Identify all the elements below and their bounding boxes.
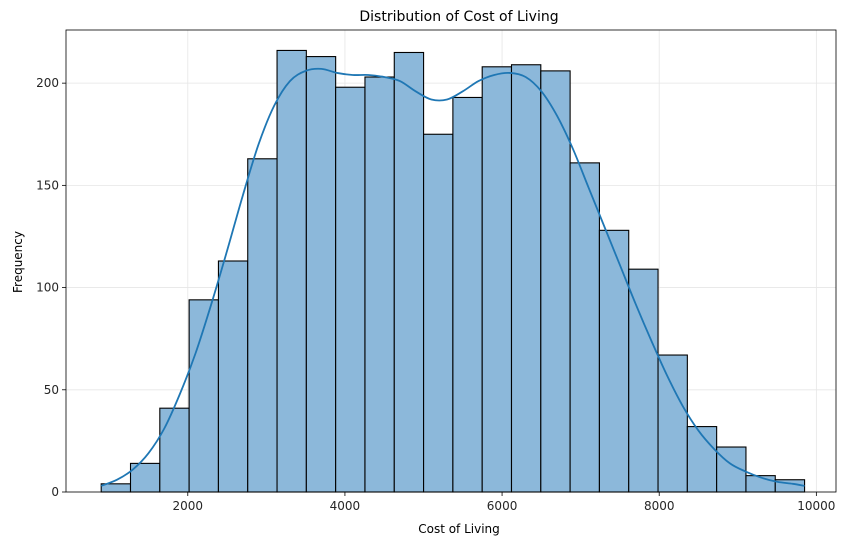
histogram-bar: [510, 64, 542, 493]
histogram-bar: [569, 162, 600, 493]
x-tick-label: 10000: [797, 499, 835, 513]
histogram-bar: [217, 260, 249, 493]
chart-title: Distribution of Cost of Living: [359, 9, 558, 25]
y-axis-label: Frequency: [11, 231, 25, 293]
y-tick-label: 200: [36, 76, 59, 90]
y-tick-label: 50: [44, 383, 59, 397]
x-tick-label: 6000: [487, 499, 518, 513]
histogram-bar: [393, 51, 425, 493]
kde-curve: [100, 67, 805, 487]
histogram-bar: [481, 66, 513, 493]
x-tick-label: 4000: [330, 499, 361, 513]
histogram-bar: [276, 49, 307, 493]
histogram-bar: [335, 86, 366, 493]
histogram-bar: [159, 407, 190, 493]
plot-frame: [65, 29, 837, 493]
histogram-bar: [628, 268, 659, 493]
histogram-bar: [423, 133, 454, 493]
y-tick-label: 150: [36, 178, 59, 192]
kde-curve-group: [100, 67, 805, 487]
histogram-bar: [657, 354, 688, 493]
histogram-bar: [247, 158, 278, 493]
x-axis-ticks: 2000 4000 6000 8000 10000: [173, 492, 835, 513]
histogram-bar: [452, 96, 483, 493]
histogram-bar: [598, 229, 630, 493]
y-tick-label: 100: [36, 281, 59, 295]
histogram-bar: [364, 76, 395, 493]
x-axis-label: Cost of Living: [418, 522, 500, 536]
y-axis-ticks: 0 50 100 150 200: [36, 76, 66, 499]
x-tick-label: 2000: [173, 499, 204, 513]
x-tick-label: 8000: [644, 499, 675, 513]
histogram-bar: [305, 56, 337, 493]
histogram-bars: [100, 49, 806, 493]
y-tick-label: 0: [51, 485, 59, 499]
